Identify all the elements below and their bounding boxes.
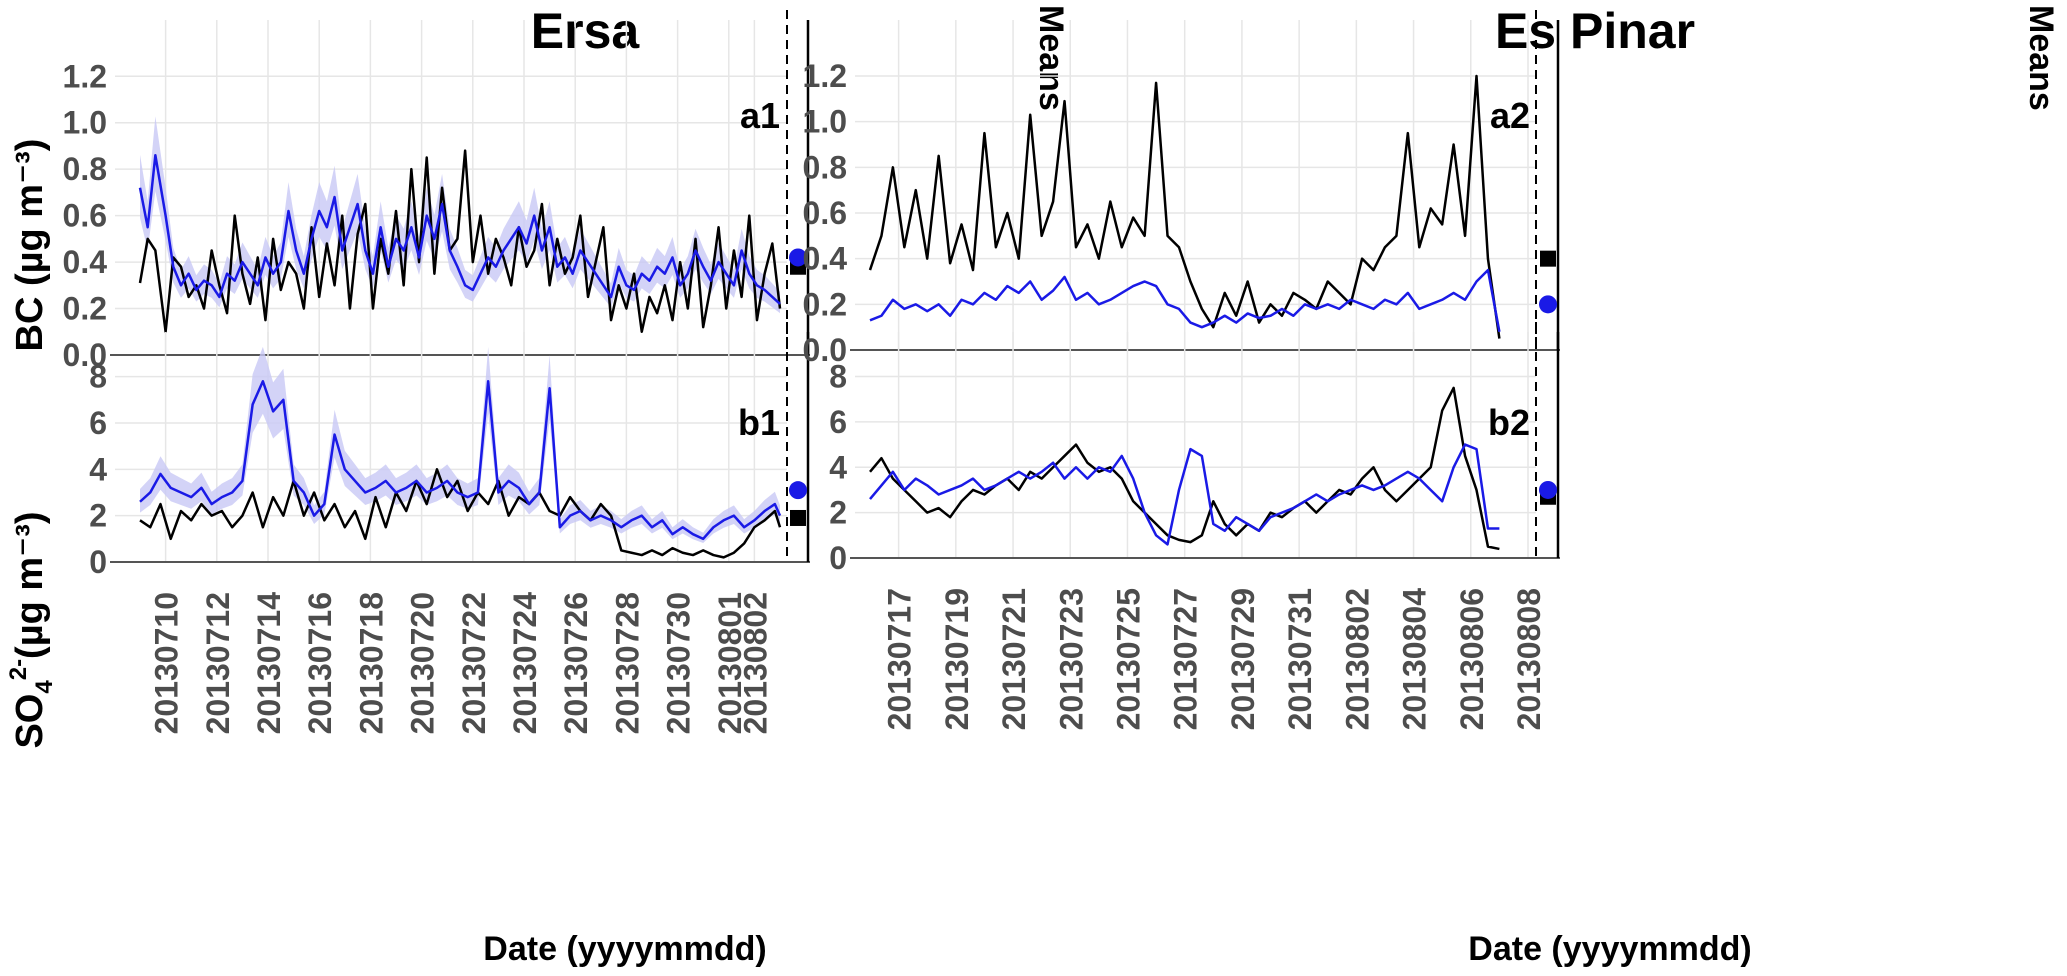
y-tick-label: 0.8	[63, 151, 107, 187]
x-tick-label: 20130714	[251, 592, 287, 735]
x-tick-label: 20130727	[1168, 588, 1204, 730]
xlabel-left: Date (yyyymmdd)	[483, 930, 766, 968]
x-tick-label: 20130712	[200, 592, 236, 734]
y-tick-label: 0	[829, 540, 847, 576]
x-tick-label: 20130717	[882, 588, 918, 730]
y-tick-label: 6	[829, 404, 847, 440]
x-tick-label: 20130710	[149, 592, 185, 734]
x-tick-label: 20130802	[1339, 588, 1375, 730]
y-tick-label: 6	[89, 405, 107, 441]
observed-series-line	[869, 386, 1500, 551]
y-tick-label: 0.6	[803, 195, 847, 231]
y-tick-label: 0.2	[63, 291, 107, 327]
ylabel-so4-unit: (µg m⁻³)	[9, 511, 51, 658]
y-tick-label: 0.6	[63, 198, 107, 234]
observed-mean-marker	[790, 509, 806, 526]
y-tick-label: 0.0	[63, 337, 107, 373]
model-uncertainty-band	[140, 346, 780, 543]
x-tick-label: 20130718	[353, 592, 389, 734]
x-tick-label: 20130720	[405, 592, 441, 734]
x-tick-label: 20130723	[1053, 588, 1089, 730]
panel-label: b1	[738, 402, 780, 443]
panel-label: b2	[1488, 402, 1530, 443]
means-label-right: Means	[2022, 5, 2060, 111]
ylabel-so4-sub: 4	[31, 680, 58, 694]
y-tick-label: 4	[829, 449, 847, 485]
site-title-es-pinar: Es Pinar	[1495, 3, 1695, 59]
ylabel-so4: SO42-(µg m⁻³)	[5, 511, 58, 748]
y-tick-label: 0.4	[803, 241, 848, 277]
x-tick-label: 20130730	[661, 592, 697, 734]
y-tick-label: 2	[89, 498, 107, 534]
y-tick-label: 0	[89, 544, 107, 580]
x-tick-label: 20130716	[302, 592, 338, 734]
model-series-line	[869, 268, 1501, 332]
xlabel-right: Date (yyyymmdd)	[1468, 930, 1751, 968]
x-tick-label: 20130801	[712, 592, 748, 734]
observed-series-line	[138, 149, 782, 334]
observed-mean-marker	[1540, 250, 1556, 267]
panel-label: a1	[740, 95, 780, 136]
panel-b1: 0 2 4 6 8 20130710 20130712 20130714 20130716 201…	[89, 322, 810, 734]
y-tick-label: 1.2	[803, 58, 847, 94]
panel-a2: 0.0 0.2 0.4 0.6 0.8 1.0 1.2 a2	[803, 10, 1560, 368]
y-tick-label: 1.0	[803, 104, 847, 140]
y-tick-label: 1.2	[63, 58, 107, 94]
y-tick-label: 4	[89, 451, 107, 487]
x-tick-label: 20130722	[456, 592, 492, 734]
model-mean-marker	[1539, 295, 1557, 314]
x-tick-label: 20130802	[737, 592, 773, 734]
panel-label: a2	[1490, 95, 1530, 136]
x-tick-label: 20130721	[996, 588, 1032, 730]
y-tick-label: 0.2	[803, 286, 847, 322]
x-tick-label: 20130725	[1110, 588, 1146, 730]
model-mean-marker	[1539, 480, 1557, 499]
y-tick-label: 0.4	[63, 244, 108, 280]
site-title-ersa: Ersa	[531, 3, 641, 59]
means-label-left: Means	[1032, 5, 1070, 111]
ylabel-so4-prefix: SO	[9, 694, 51, 749]
x-tick-label: 20130719	[939, 588, 975, 730]
y-tick-label: 0.8	[803, 149, 847, 185]
x-tick-label: 20130726	[558, 592, 594, 734]
model-mean-marker	[789, 481, 807, 500]
x-tick-label: 20130804	[1397, 588, 1433, 731]
model-mean-marker	[789, 248, 807, 267]
x-tick-label: 20130806	[1454, 588, 1490, 730]
model-series-line	[138, 153, 781, 305]
ylabel-so4-sup: 2-	[5, 659, 32, 680]
y-tick-label: 8	[829, 359, 847, 395]
x-tick-label: 20130724	[507, 592, 543, 735]
x-tick-label: 20130808	[1511, 588, 1547, 730]
y-tick-label: 0.0	[803, 332, 847, 368]
y-tick-label: 8	[89, 359, 107, 395]
model-series-line	[869, 443, 1500, 546]
observed-series-line	[868, 74, 1501, 339]
x-tick-label: 20130728	[609, 592, 645, 734]
y-tick-label: 1.0	[63, 105, 107, 141]
model-series-line	[139, 380, 782, 541]
x-tick-label: 20130729	[1225, 588, 1261, 730]
panel-b2: 0 2 4 6 8 20130717 20130719 20130721 20130723 201…	[829, 322, 1560, 730]
y-tick-label: 2	[829, 495, 847, 531]
ylabel-bc: BC (µg m⁻³)	[9, 139, 51, 352]
panel-a1: 0.0 0.2 0.4 0.6 0.8 1.0 1.2 a1	[63, 10, 810, 373]
x-tick-label: 20130731	[1282, 588, 1318, 730]
